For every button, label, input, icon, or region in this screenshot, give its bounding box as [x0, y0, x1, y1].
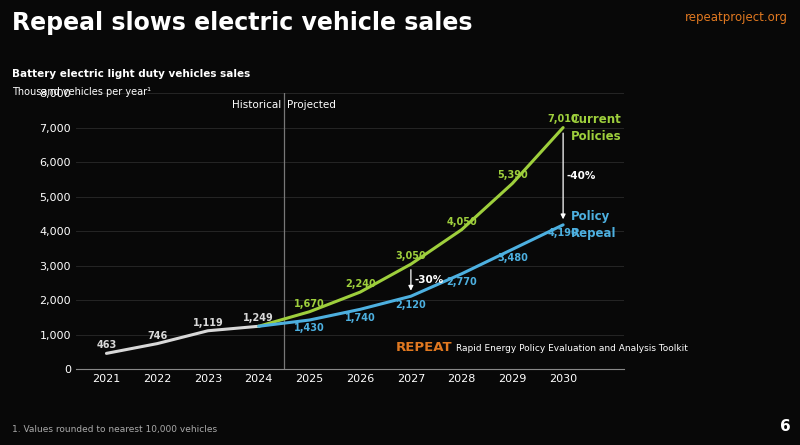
Text: 1. Values rounded to nearest 10,000 vehicles: 1. Values rounded to nearest 10,000 vehi… [12, 425, 217, 434]
Text: 4,050: 4,050 [446, 217, 477, 227]
Text: 2,120: 2,120 [395, 299, 426, 310]
Text: REPEAT: REPEAT [396, 341, 453, 354]
Text: Policy
Repeal: Policy Repeal [570, 210, 616, 240]
Text: Current
Policies: Current Policies [570, 113, 622, 142]
Text: 1,740: 1,740 [345, 313, 375, 323]
Text: Battery electric light duty vehicles sales: Battery electric light duty vehicles sal… [12, 69, 250, 79]
Text: 463: 463 [96, 340, 117, 350]
Text: -30%: -30% [414, 275, 444, 285]
Text: repeatproject.org: repeatproject.org [685, 11, 788, 24]
Text: -40%: -40% [566, 171, 596, 181]
Text: 3,050: 3,050 [395, 251, 426, 261]
Text: 1,249: 1,249 [243, 313, 274, 323]
Text: 2,770: 2,770 [446, 277, 477, 287]
Text: Thousand vehicles per year¹: Thousand vehicles per year¹ [12, 87, 151, 97]
Text: 3,480: 3,480 [497, 253, 528, 263]
Text: Repeal slows electric vehicle sales: Repeal slows electric vehicle sales [12, 11, 473, 35]
Text: Rapid Energy Policy Evaluation and Analysis Toolkit: Rapid Energy Policy Evaluation and Analy… [456, 344, 688, 353]
Text: 2,240: 2,240 [345, 279, 375, 289]
Text: 6: 6 [780, 419, 790, 434]
Text: 1,119: 1,119 [193, 318, 223, 328]
Text: Historical: Historical [232, 100, 281, 109]
Text: 746: 746 [147, 331, 167, 340]
Text: 1,430: 1,430 [294, 324, 325, 333]
Text: 4,190: 4,190 [548, 228, 578, 238]
Text: 1,670: 1,670 [294, 299, 325, 309]
Text: Projected: Projected [287, 100, 336, 109]
Text: 7,010: 7,010 [548, 114, 578, 125]
Text: 5,390: 5,390 [497, 170, 528, 180]
